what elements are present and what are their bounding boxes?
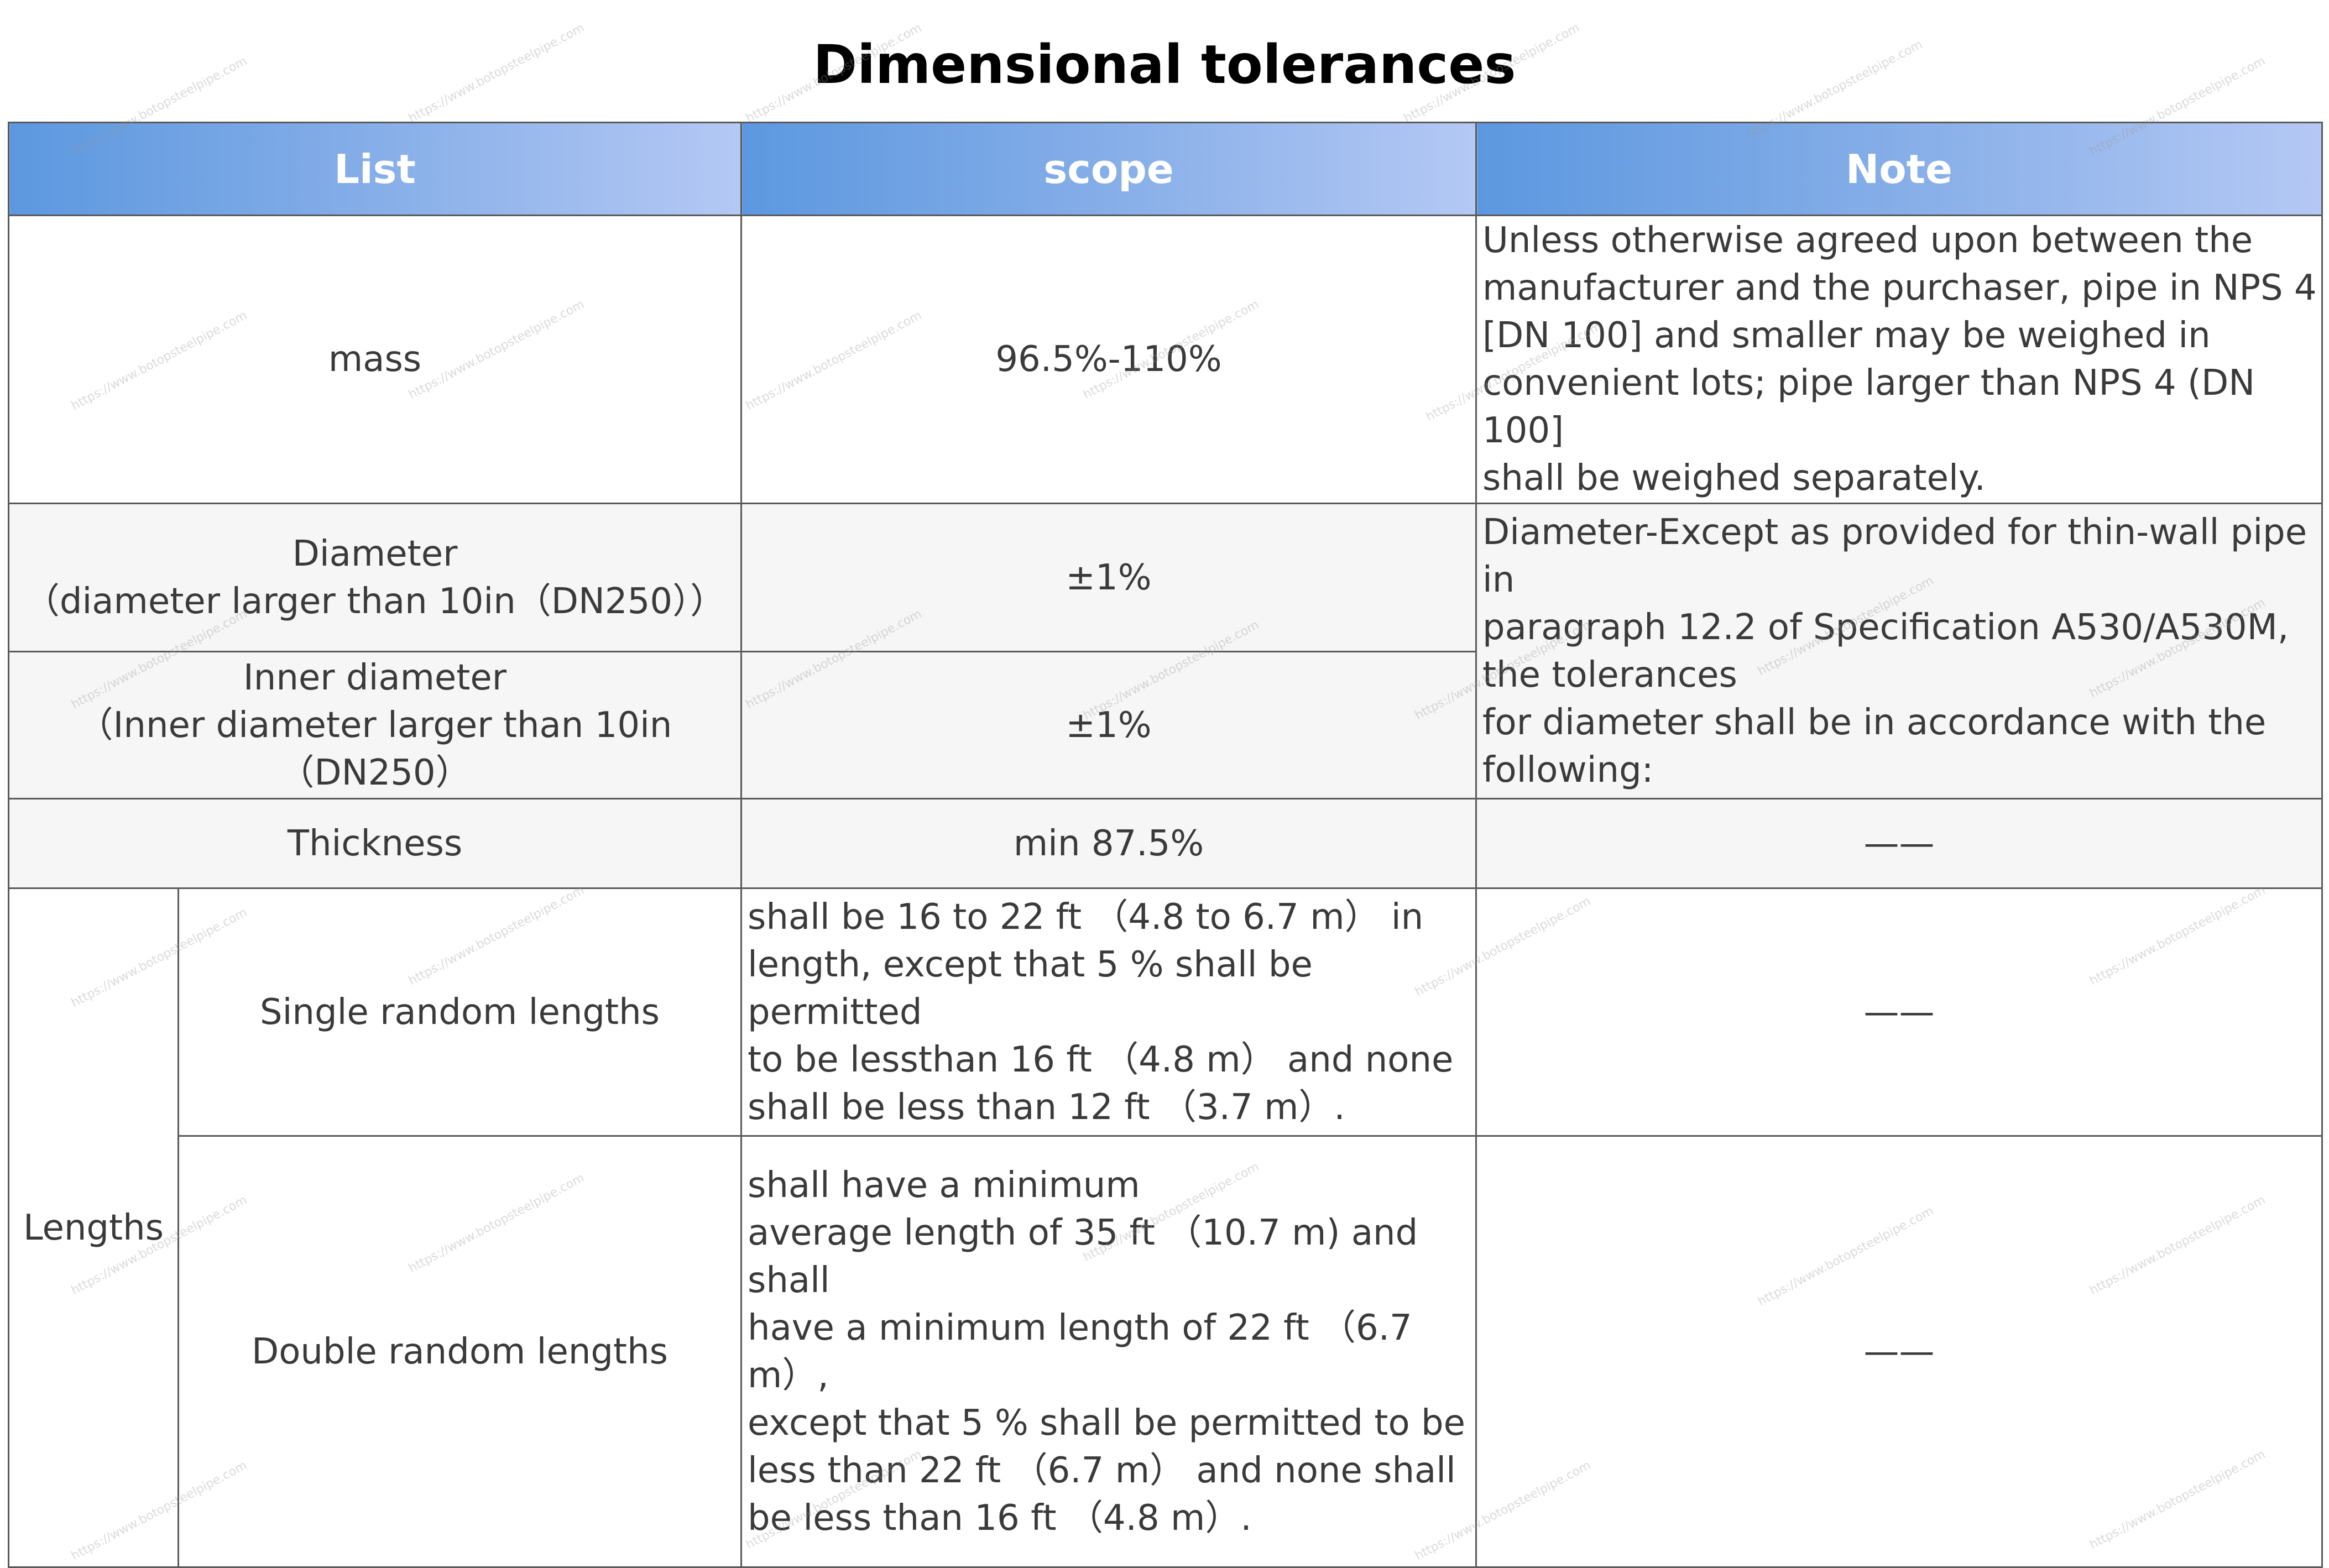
scope-line: except that 5 % shall be permitted to be [748,1402,1465,1444]
scope-line: shall have a minimum [748,1164,1140,1206]
inner-diameter-sublabel: （DN250） [279,752,471,793]
scope-line: to be lessthan 16 ft （4.8 m） and none [748,1039,1454,1080]
note-line: for diameter shall be in accordance with… [1482,702,2267,743]
cell-diameter-scope: ±1% [740,503,1477,652]
note-line: Unless otherwise agreed upon between the [1482,220,2253,261]
scope-line: be less than 16 ft （4.8 m）. [748,1497,1252,1539]
table-row-thickness: Thickness min 87.5% —— [8,798,2323,889]
table-header-row: List scope Note [8,122,2323,216]
cell-diameter-list: Diameter （diameter larger than 10in（DN25… [8,503,742,652]
note-line: shall be weighed separately. [1482,458,1986,499]
cell-double-list: Double random lengths [177,1135,742,1568]
cell-thickness-note: —— [1475,798,2323,889]
header-note: Note [1475,122,2323,216]
diameter-sublabel: （diameter larger than 10in（DN250）） [24,581,726,622]
scope-line: shall be less than 12 ft （3.7 m）. [748,1086,1345,1128]
cell-thickness-list: Thickness [8,798,742,889]
header-scope: scope [740,122,1477,216]
scope-line: shall be 16 to 22 ft （4.8 to 6.7 m） in [748,896,1424,938]
cell-single-scope: shall be 16 to 22 ft （4.8 to 6.7 m） in l… [740,887,1477,1137]
table-row-inner-diameter: Inner diameter （Inner diameter larger th… [8,651,2322,799]
scope-line: average length of 35 ft （10.7 m) and sha… [748,1212,1418,1301]
cell-double-scope: shall have a minimum average length of 3… [740,1135,1477,1568]
cell-mass-list: mass [8,215,742,504]
note-line: in [1482,559,1515,600]
scope-line: have a minimum length of 22 ft （6.7 m）, [748,1307,1412,1396]
cell-double-note: —— [1475,1135,2323,1568]
cell-single-note: —— [1475,887,2323,1137]
inner-diameter-label: Inner diameter [243,657,507,698]
cell-inner-diameter-scope: ±1% [740,651,1477,799]
cell-thickness-scope: min 87.5% [740,798,1477,889]
scope-line: less than 22 ft （6.7 m） and none shall [748,1450,1456,1491]
cell-diameter-note: Diameter-Except as provided for thin-wal… [1475,503,2323,799]
scope-line: length, except that 5 % shall be permitt… [748,944,1313,1033]
cell-mass-scope: 96.5%-110% [740,215,1477,504]
note-line: paragraph 12.2 of Specification A530/A53… [1482,607,2289,648]
table-row-double-random: Double random lengths shall have a minim… [9,1135,2323,1568]
inner-diameter-sublabel: （Inner diameter larger than 10in [77,704,672,746]
note-line: manufacturer and the purchaser, pipe in … [1482,268,2317,309]
table-row-diameter: Diameter （diameter larger than 10in（DN25… [8,503,2323,799]
table-row-mass: mass 96.5%-110% Unless otherwise agreed … [8,215,2323,504]
tolerances-table: List scope Note mass 96.5%-110% Unless o… [8,122,2323,1568]
header-list: List [8,122,742,216]
cell-single-list: Single random lengths [177,887,742,1137]
note-line: following: [1482,749,1654,791]
note-line: Diameter-Except as provided for thin-wal… [1482,511,2307,553]
table-row-single-random: Lengths Single random lengths shall be 1… [8,887,2323,1568]
note-line: the tolerances [1482,654,1737,696]
cell-inner-diameter-list: Inner diameter （Inner diameter larger th… [8,651,742,799]
diameter-label: Diameter [292,533,458,574]
note-line: convenient lots; pipe larger than NPS 4 … [1482,363,2255,451]
cell-mass-note: Unless otherwise agreed upon between the… [1475,215,2323,504]
note-line: [DN 100] and smaller may be weighed in [1482,315,2211,356]
cell-lengths-group: Lengths [8,887,179,1568]
page-title: Dimensional tolerances [813,34,1516,96]
